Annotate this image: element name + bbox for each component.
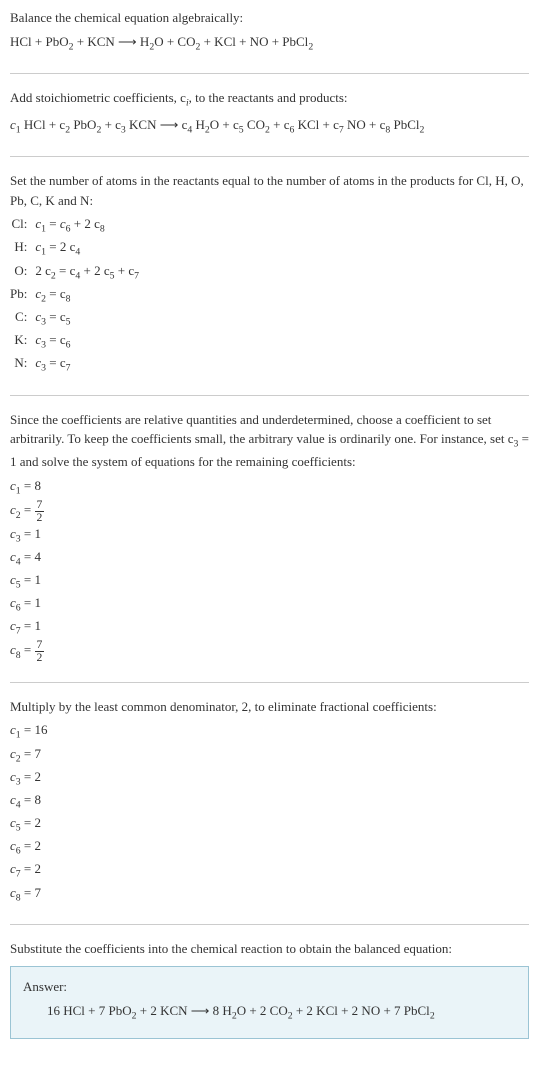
stoich-equation: c1 HCl + c2 PbO2 + c3 KCN ⟶ c4 H2O + c5 … xyxy=(10,115,529,138)
intro-title: Balance the chemical equation algebraica… xyxy=(10,8,529,28)
atom-row: N: c3 = c7 xyxy=(10,353,145,376)
divider xyxy=(10,924,529,925)
coef-item: c5 = 1 xyxy=(10,570,529,593)
coef-item: c8 = 72 xyxy=(10,639,529,663)
coef-item: c6 = 2 xyxy=(10,836,529,859)
atom-equation: c1 = c6 + 2 c8 xyxy=(35,214,145,237)
coef-item: c5 = 2 xyxy=(10,813,529,836)
atom-row: Cl: c1 = c6 + 2 c8 xyxy=(10,214,145,237)
intro-equation: HCl + PbO2 + KCN ⟶ H2O + CO2 + KCl + NO … xyxy=(10,32,529,55)
coef-item: c7 = 1 xyxy=(10,616,529,639)
underdet-text: Since the coefficients are relative quan… xyxy=(10,410,529,472)
divider xyxy=(10,73,529,74)
atom-equation: c3 = c7 xyxy=(35,353,145,376)
atom-label: Cl: xyxy=(10,214,35,237)
atoms-section: Set the number of atoms in the reactants… xyxy=(10,171,529,377)
atom-label: C: xyxy=(10,307,35,330)
intro-section: Balance the chemical equation algebraica… xyxy=(10,8,529,55)
coef-item: c8 = 7 xyxy=(10,883,529,906)
stoich-title: Add stoichiometric coefficients, ci, to … xyxy=(10,88,529,111)
final-text: Substitute the coefficients into the che… xyxy=(10,939,529,959)
atom-equation: c3 = c5 xyxy=(35,307,145,330)
coef-item: c7 = 2 xyxy=(10,859,529,882)
atom-equation: 2 c2 = c4 + 2 c5 + c7 xyxy=(35,261,145,284)
atom-equation: c1 = 2 c4 xyxy=(35,237,145,260)
final-section: Substitute the coefficients into the che… xyxy=(10,939,529,1039)
atom-equation: c2 = c8 xyxy=(35,284,145,307)
coef-item: c2 = 7 xyxy=(10,744,529,767)
atom-label: Pb: xyxy=(10,284,35,307)
divider xyxy=(10,682,529,683)
lcd-section: Multiply by the least common denominator… xyxy=(10,697,529,906)
coef-item: c4 = 4 xyxy=(10,547,529,570)
coef-item: c3 = 1 xyxy=(10,524,529,547)
divider xyxy=(10,395,529,396)
atom-row: Pb: c2 = c8 xyxy=(10,284,145,307)
atom-row: O: 2 c2 = c4 + 2 c5 + c7 xyxy=(10,261,145,284)
atom-label: N: xyxy=(10,353,35,376)
atom-equation: c3 = c6 xyxy=(35,330,145,353)
answer-box: Answer: 16 HCl + 7 PbO2 + 2 KCN ⟶ 8 H2O … xyxy=(10,966,529,1039)
atom-label: H: xyxy=(10,237,35,260)
atom-row: C: c3 = c5 xyxy=(10,307,145,330)
lcd-text: Multiply by the least common denominator… xyxy=(10,697,529,717)
underdetermined-section: Since the coefficients are relative quan… xyxy=(10,410,529,664)
divider xyxy=(10,156,529,157)
atoms-equations-table: Cl: c1 = c6 + 2 c8 H: c1 = 2 c4 O: 2 c2 … xyxy=(10,214,145,377)
coef-item: c6 = 1 xyxy=(10,593,529,616)
atom-label: K: xyxy=(10,330,35,353)
atoms-title: Set the number of atoms in the reactants… xyxy=(10,171,529,210)
coef-item: c3 = 2 xyxy=(10,767,529,790)
coef-list-2: c1 = 16 c2 = 7 c3 = 2 c4 = 8 c5 = 2 c6 =… xyxy=(10,720,529,906)
coef-item: c1 = 8 xyxy=(10,476,529,499)
coef-item: c1 = 16 xyxy=(10,720,529,743)
coef-item: c2 = 72 xyxy=(10,499,529,523)
coef-item: c4 = 8 xyxy=(10,790,529,813)
answer-equation: 16 HCl + 7 PbO2 + 2 KCN ⟶ 8 H2O + 2 CO2 … xyxy=(23,1001,516,1024)
atom-label: O: xyxy=(10,261,35,284)
atom-row: H: c1 = 2 c4 xyxy=(10,237,145,260)
stoich-section: Add stoichiometric coefficients, ci, to … xyxy=(10,88,529,138)
coef-list-1: c1 = 8 c2 = 72 c3 = 1 c4 = 4 c5 = 1 c6 =… xyxy=(10,476,529,664)
atom-row: K: c3 = c6 xyxy=(10,330,145,353)
answer-label: Answer: xyxy=(23,977,516,997)
